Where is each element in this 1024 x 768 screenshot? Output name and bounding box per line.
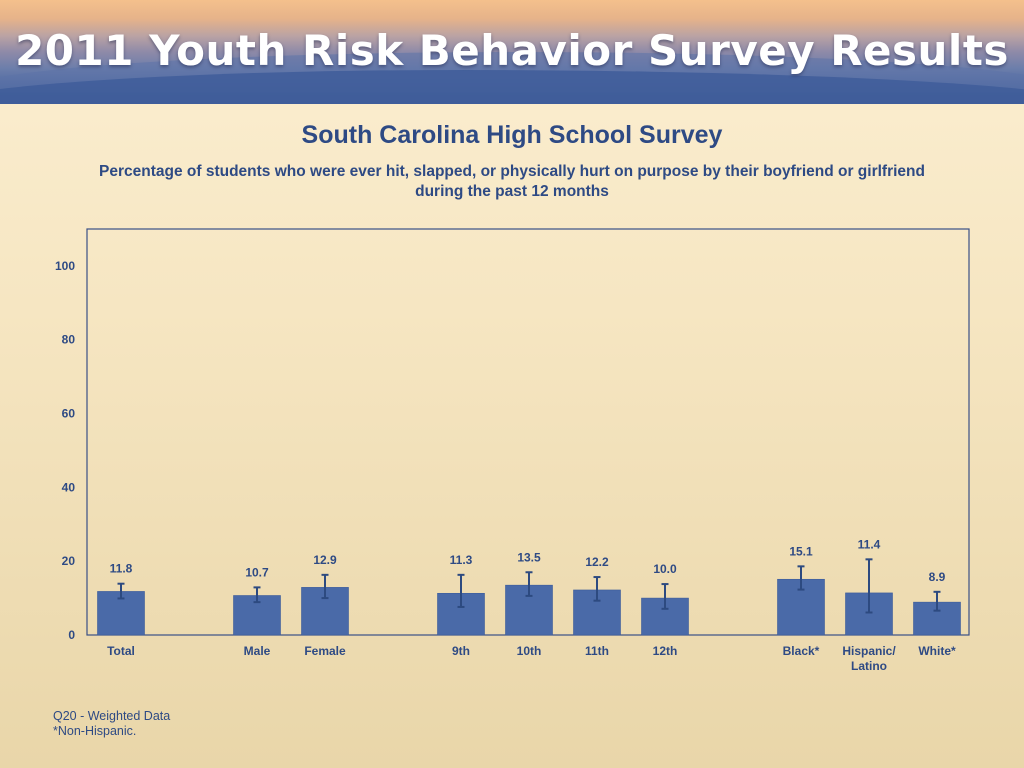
x-tick-label-female: Female (304, 644, 346, 658)
data-label-11th: 12.2 (585, 555, 609, 569)
x-tick-label-12th: 12th (653, 644, 678, 658)
header-banner: 2011 Youth Risk Behavior Survey Results (0, 0, 1024, 104)
chart-title: South Carolina High School Survey (301, 121, 723, 149)
x-tick-label-total: Total (107, 644, 135, 658)
data-label-total: 11.8 (110, 562, 133, 576)
data-label-hispanic-latino: 11.4 (858, 537, 881, 551)
y-tick-label-40: 40 (62, 480, 76, 494)
x-tick-label-hispanic-latino: Hispanic/Latino (842, 644, 896, 673)
x-tick-label-male: Male (244, 644, 271, 658)
x-tick-label-9th: 9th (452, 644, 470, 658)
data-label-12th: 10.0 (653, 562, 677, 576)
data-label-9th: 11.3 (450, 553, 473, 567)
x-tick-label-white: White* (918, 644, 956, 658)
data-label-black: 15.1 (789, 544, 813, 558)
x-tick-label-11th: 11th (585, 644, 609, 658)
data-label-white: 8.9 (929, 570, 946, 584)
x-tick-label-black: Black* (783, 644, 820, 658)
y-tick-label-100: 100 (55, 259, 75, 273)
data-label-female: 12.9 (313, 553, 337, 567)
y-tick-label-60: 60 (62, 407, 76, 421)
footnote-non-hispanic: *Non-Hispanic. (53, 724, 137, 738)
chart-subtitle: Percentage of students who were ever hit… (99, 163, 925, 200)
footnotes: Q20 - Weighted Data *Non-Hispanic. (53, 709, 170, 739)
footnote-weighted-data: Q20 - Weighted Data (53, 709, 171, 723)
x-tick-label-10th: 10th (517, 644, 542, 658)
y-tick-label-20: 20 (62, 554, 76, 568)
banner-title: 2011 Youth Risk Behavior Survey Results (15, 26, 1009, 75)
y-tick-label-0: 0 (68, 628, 75, 642)
y-tick-label-80: 80 (62, 333, 76, 347)
data-label-10th: 13.5 (517, 550, 541, 564)
data-label-male: 10.7 (245, 565, 269, 579)
